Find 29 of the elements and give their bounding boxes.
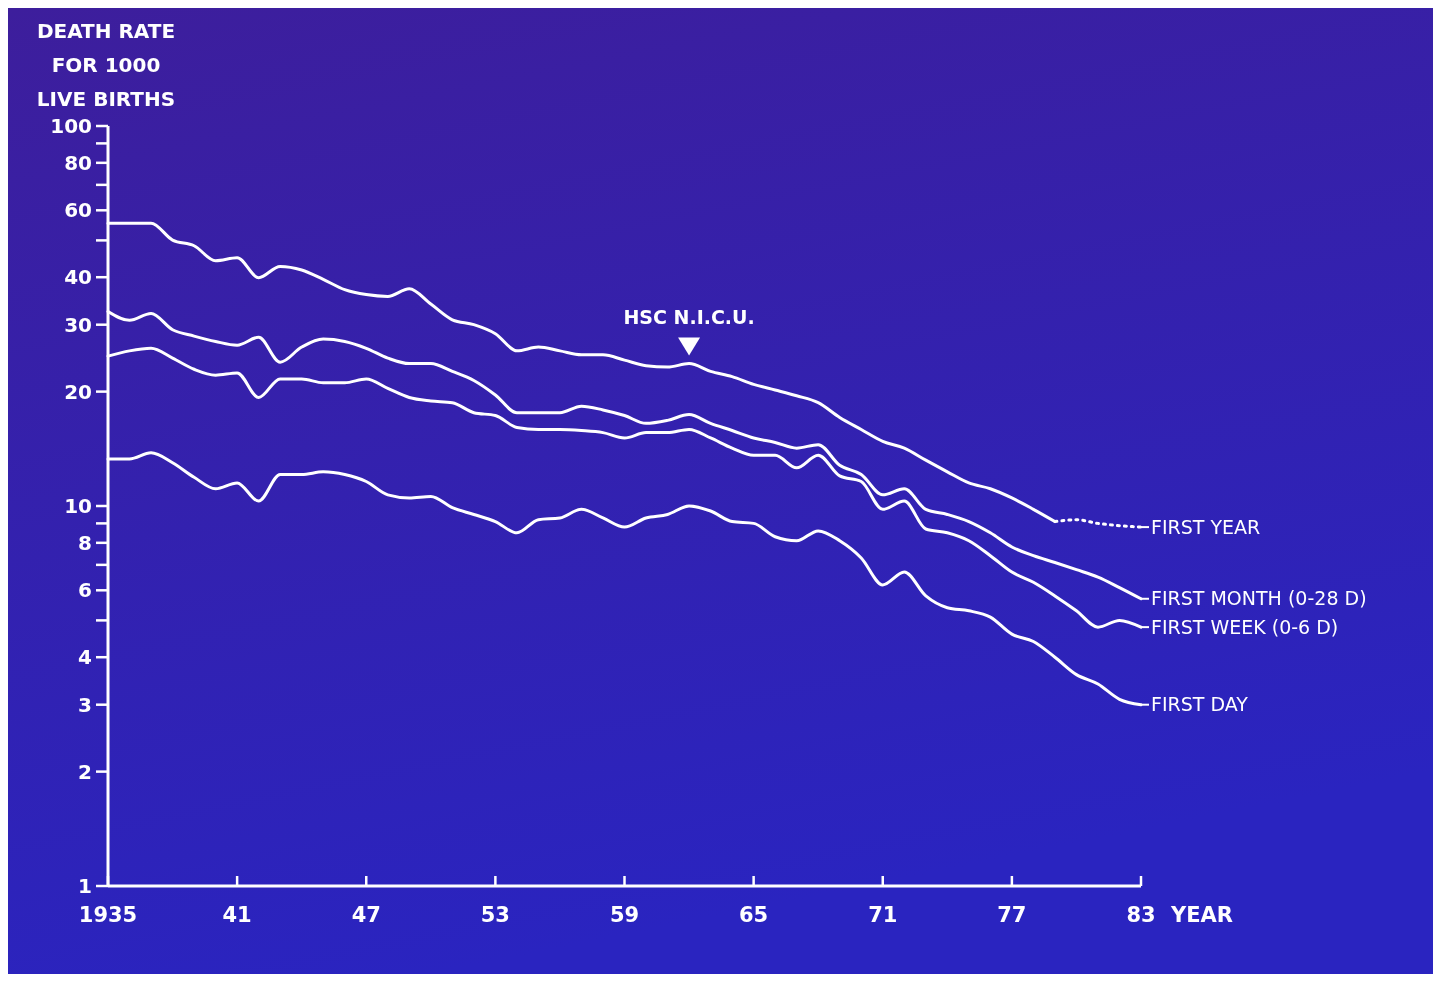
legend-label: FIRST WEEK (0-6 D)	[1151, 615, 1339, 638]
y-axis-title: DEATH RATE FOR 1000 LIVE BIRTHS	[36, 19, 176, 111]
y-tick-label: 6	[78, 578, 92, 603]
x-tick-label: 41	[222, 903, 252, 927]
legend-label: FIRST YEAR	[1151, 515, 1261, 538]
y-tick-label: 20	[64, 379, 92, 404]
y-tick-label: 80	[64, 150, 92, 175]
x-tick-label: 71	[868, 903, 898, 927]
y-tick-label: 2	[78, 759, 92, 784]
y-tick-label: 4	[78, 645, 92, 670]
x-tick-label: 47	[351, 903, 381, 927]
x-tick-label: 1935	[78, 903, 138, 927]
y-tick-label: 1	[78, 874, 92, 898]
y-tick-label: 8	[78, 530, 92, 555]
y-tick-label: 60	[64, 198, 92, 223]
y-tick-label: 3	[78, 692, 92, 717]
x-tick-label: 83	[1126, 903, 1156, 927]
y-tick-label: 10	[64, 494, 92, 518]
y-tick-label: 30	[64, 312, 92, 337]
y-tick-label: 100	[50, 114, 92, 138]
legend-label: FIRST MONTH (0-28 D)	[1151, 587, 1367, 610]
x-tick-label: 59	[609, 903, 640, 927]
x-tick-label: 53	[480, 903, 510, 927]
x-tick-label: 77	[997, 903, 1027, 927]
y-tick-label: 40	[64, 265, 92, 290]
annotation: HSC N.I.C.U.	[623, 305, 755, 328]
x-tick-label: 65	[739, 903, 769, 927]
legend-label: FIRST DAY	[1151, 693, 1249, 716]
x-axis-title: YEAR	[1170, 903, 1233, 927]
